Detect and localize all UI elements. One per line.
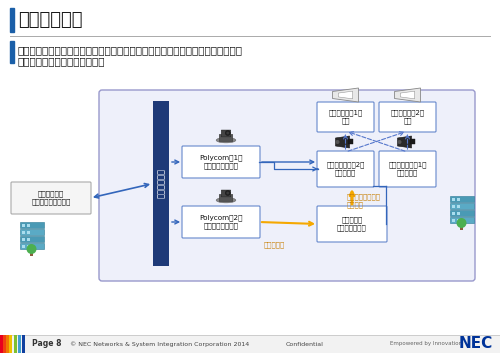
Bar [452, 204, 455, 208]
FancyBboxPatch shape [219, 194, 233, 202]
Bar [27, 238, 30, 240]
Bar [457, 211, 460, 215]
Ellipse shape [226, 132, 229, 134]
Bar [457, 197, 460, 201]
Text: Polycom（2）
右面投影＋送信用: Polycom（2） 右面投影＋送信用 [199, 215, 243, 229]
Bar [22, 335, 25, 353]
Ellipse shape [226, 192, 229, 195]
FancyBboxPatch shape [219, 134, 233, 142]
Bar [22, 223, 25, 227]
Bar [460, 225, 463, 230]
Text: Confidential: Confidential [286, 341, 324, 347]
Bar [457, 204, 460, 208]
Text: Empowered by Innovation: Empowered by Innovation [390, 341, 462, 347]
Text: スクリーン（2）
右置: スクリーン（2） 右置 [390, 110, 424, 124]
FancyBboxPatch shape [11, 182, 91, 214]
FancyBboxPatch shape [317, 206, 387, 242]
FancyBboxPatch shape [317, 102, 374, 132]
Ellipse shape [226, 191, 230, 196]
FancyBboxPatch shape [221, 130, 231, 137]
Text: スクリーン（1）
左置: スクリーン（1） 左置 [328, 110, 362, 124]
Bar [0, 335, 3, 353]
FancyBboxPatch shape [182, 206, 260, 238]
Bar [450, 203, 474, 209]
Polygon shape [336, 136, 349, 148]
Bar [22, 238, 25, 240]
Text: マッピング技術を活用します。: マッピング技術を活用します。 [17, 56, 104, 66]
Polygon shape [338, 91, 352, 99]
Bar [457, 219, 460, 221]
Bar [20, 243, 44, 249]
Ellipse shape [398, 140, 402, 144]
Text: NEC: NEC [459, 336, 493, 352]
Text: Polycom（1）
左面投影＋送信用: Polycom（1） 左面投影＋送信用 [199, 155, 243, 169]
Text: システム構成: システム構成 [18, 11, 82, 29]
Polygon shape [398, 136, 411, 148]
Ellipse shape [336, 140, 340, 144]
Ellipse shape [216, 197, 236, 203]
Bar [153, 101, 169, 266]
Bar [348, 139, 352, 144]
Circle shape [456, 218, 466, 228]
Circle shape [26, 244, 36, 254]
Bar [27, 223, 30, 227]
Text: プロジェクタ（2）
右面投影用: プロジェクタ（2） 右面投影用 [326, 162, 364, 176]
Text: 映像をマッピング
して出力: 映像をマッピング して出力 [347, 193, 381, 208]
Bar [20, 229, 44, 235]
Text: ネットワーク: ネットワーク [156, 168, 166, 198]
Bar [10, 41, 14, 63]
Bar [27, 245, 30, 247]
FancyBboxPatch shape [379, 102, 436, 132]
FancyBboxPatch shape [221, 190, 231, 197]
Bar [18, 335, 21, 353]
Bar [450, 210, 474, 216]
Bar [27, 231, 30, 233]
Bar [452, 211, 455, 215]
Bar [14, 335, 17, 353]
Bar [450, 217, 474, 223]
Bar [20, 236, 44, 242]
Polygon shape [332, 88, 358, 102]
Text: プロジェクタ（1）
左面投影用: プロジェクタ（1） 左面投影用 [388, 162, 427, 176]
FancyBboxPatch shape [99, 90, 475, 281]
Bar [450, 196, 474, 202]
Bar [30, 251, 33, 256]
FancyBboxPatch shape [379, 151, 436, 187]
Bar [22, 231, 25, 233]
Text: 映像を入力: 映像を入力 [264, 242, 285, 248]
FancyBboxPatch shape [182, 146, 260, 178]
Polygon shape [400, 91, 414, 99]
Polygon shape [394, 88, 420, 102]
Text: 対抗拠点にも
システム１式を設置: 対抗拠点にも システム１式を設置 [32, 191, 70, 205]
Text: © NEC Networks & System Integration Corporation 2014: © NEC Networks & System Integration Corp… [70, 341, 250, 347]
Bar [0, 335, 500, 353]
Text: Page 8: Page 8 [32, 340, 62, 348]
Ellipse shape [216, 138, 236, 143]
Bar [20, 222, 44, 228]
Bar [452, 219, 455, 221]
Bar [10, 8, 14, 32]
Text: ２台のテレビ会議システムで映像を送受信します。映像投影はプロジェクション: ２台のテレビ会議システムで映像を送受信します。映像投影はプロジェクション [17, 45, 242, 55]
Bar [452, 197, 455, 201]
Bar [3, 335, 6, 353]
Bar [9, 335, 12, 353]
Bar [22, 245, 25, 247]
Text: 映像合成・
整形・分配装置: 映像合成・ 整形・分配装置 [337, 217, 367, 231]
FancyBboxPatch shape [317, 151, 374, 187]
Bar [6, 335, 9, 353]
Ellipse shape [226, 131, 230, 136]
Bar [410, 139, 414, 144]
